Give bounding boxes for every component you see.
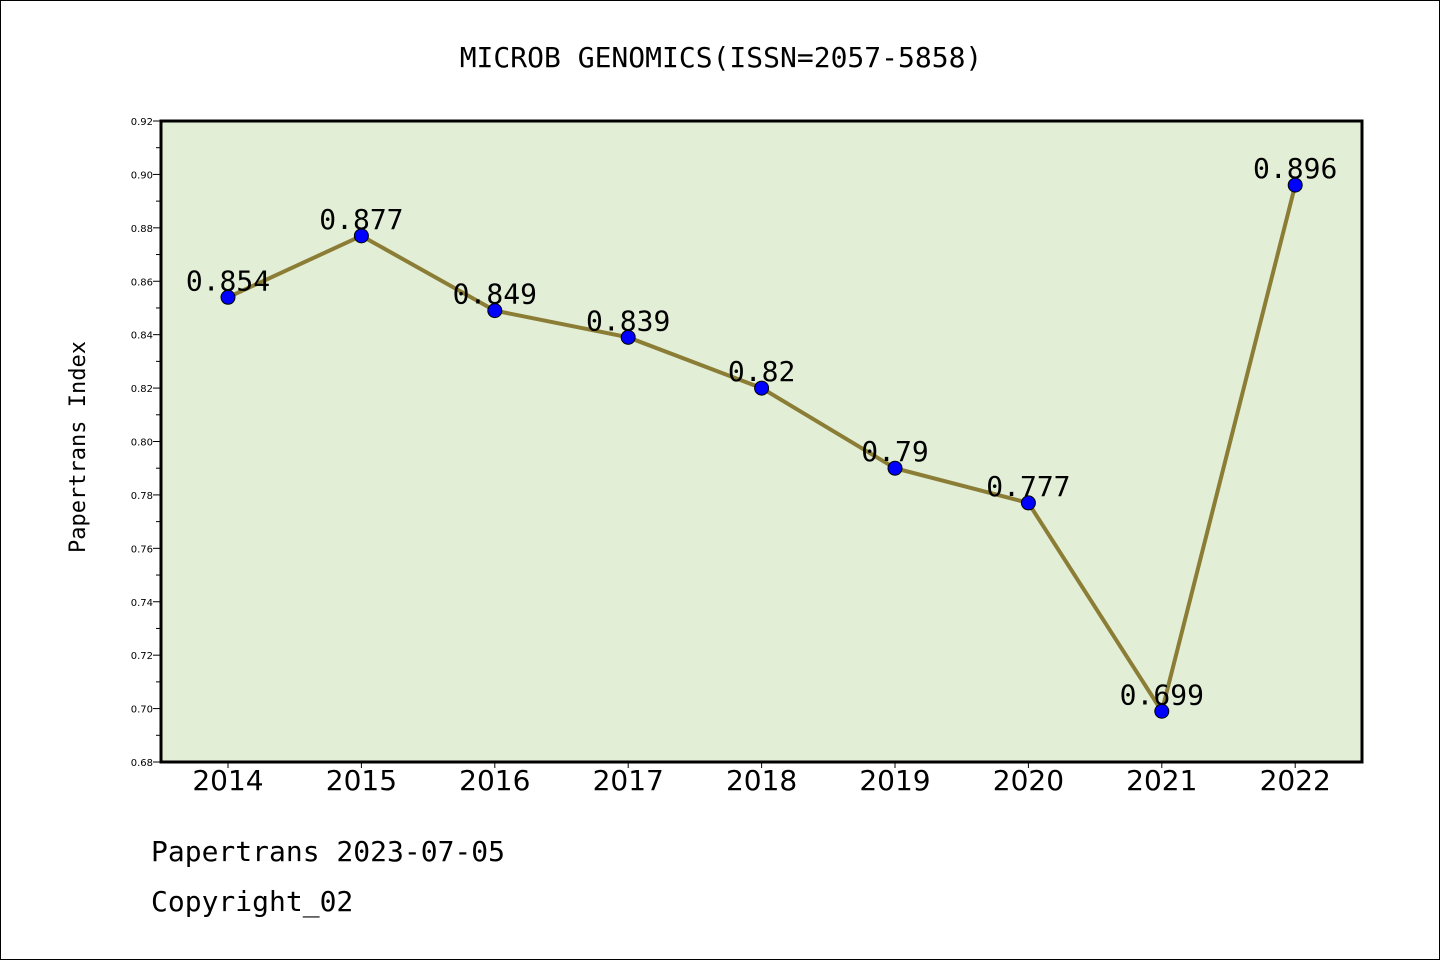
- data-point: [754, 380, 770, 396]
- y-tick-label: 0.74: [131, 598, 153, 609]
- y-tick-label: 0.84: [131, 331, 153, 342]
- x-tick-label: 2014: [192, 764, 263, 797]
- data-label: 0.699: [1120, 678, 1204, 711]
- data-label: 0.849: [453, 278, 537, 311]
- y-tick-label: 0.70: [131, 705, 153, 716]
- data-point: [887, 460, 903, 476]
- data-markers: [220, 177, 1303, 719]
- x-axis-ticks: 2014 2015 2016 2017 2018 2019 2020 2021 2022: [192, 762, 1331, 797]
- data-label: 0.82: [728, 355, 795, 388]
- y-tick-label: 0.68: [131, 758, 153, 769]
- x-tick-label: 2018: [726, 764, 797, 797]
- plot-area: [159, 119, 1364, 764]
- data-labels: 0.854 0.877 0.849 0.839 0.82 0.79 0.777 0.699 0.…: [186, 152, 1337, 711]
- data-label: 0.854: [186, 264, 270, 297]
- data-point: [487, 303, 503, 319]
- data-point: [1154, 703, 1170, 719]
- data-label: 0.839: [586, 304, 670, 337]
- data-point: [353, 228, 369, 244]
- x-tick-label: 2015: [326, 764, 397, 797]
- x-tick-label: 2016: [459, 764, 530, 797]
- y-tick-label: 0.80: [131, 438, 153, 449]
- y-tick-label: 0.90: [131, 170, 153, 181]
- x-tick-label: 2022: [1260, 764, 1331, 797]
- y-tick-label: 0.72: [131, 651, 153, 662]
- x-tick-label: 2020: [993, 764, 1064, 797]
- y-tick-label: 0.76: [131, 544, 153, 555]
- chart-title: MICROB GENOMICS(ISSN=2057-5858): [460, 41, 983, 74]
- data-point: [220, 289, 236, 305]
- y-tick-label: 0.82: [131, 384, 153, 395]
- data-label: 0.79: [861, 435, 928, 468]
- y-tick-label: 0.86: [131, 277, 153, 288]
- x-tick-label: 2017: [593, 764, 664, 797]
- data-point: [1287, 177, 1303, 193]
- x-tick-label: 2021: [1126, 764, 1197, 797]
- data-point: [1020, 495, 1036, 511]
- footer-date: Papertrans 2023-07-05: [151, 835, 506, 868]
- x-tick-label: 2019: [859, 764, 930, 797]
- y-axis-label: Papertrans Index: [66, 341, 91, 553]
- y-tick-label: 0.92: [131, 117, 153, 128]
- y-tick-label: 0.88: [131, 224, 153, 235]
- data-label: 0.896: [1253, 152, 1337, 185]
- data-label: 0.877: [319, 203, 403, 236]
- data-label: 0.777: [986, 470, 1070, 503]
- y-axis-ticks: 0.68 0.70 0.72 0.74 0.76 0.78 0.80 0.82 0.84 0.86…: [131, 117, 161, 769]
- y-tick-label: 0.78: [131, 491, 153, 502]
- footer-copyright: Copyright_02: [151, 885, 354, 918]
- data-point: [620, 329, 636, 345]
